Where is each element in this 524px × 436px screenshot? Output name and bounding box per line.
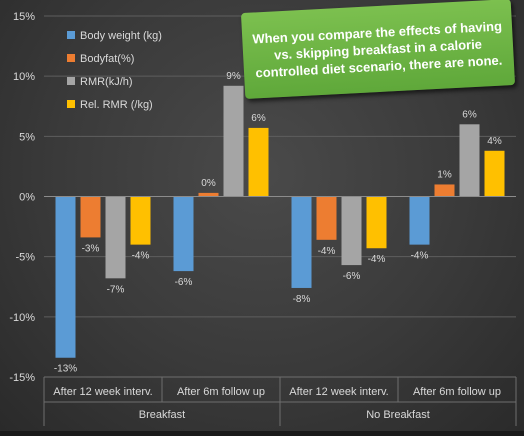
- legend-label: Bodyfat(%): [80, 53, 134, 65]
- group-label: No Breakfast: [366, 409, 430, 421]
- data-label: -3%: [82, 243, 100, 254]
- bar: [409, 196, 430, 245]
- bar: [459, 124, 480, 197]
- bar: [291, 196, 312, 288]
- x-tick-label: After 12 week interv.: [53, 386, 152, 398]
- data-label: -4%: [368, 254, 386, 265]
- bar: [248, 127, 269, 197]
- y-tick-label: -10%: [9, 312, 35, 324]
- callout-box: When you compare the effects of having v…: [240, 0, 516, 100]
- bar: [434, 184, 455, 197]
- bar: [341, 196, 362, 266]
- bar: [130, 196, 151, 245]
- data-label: 6%: [251, 113, 266, 124]
- bar: [105, 196, 126, 279]
- bar: [198, 192, 219, 197]
- legend-swatch: [67, 77, 75, 85]
- bar: [316, 196, 337, 240]
- legend-swatch: [67, 54, 75, 62]
- data-label: -6%: [175, 277, 193, 288]
- bar: [173, 196, 194, 272]
- data-label: -4%: [411, 251, 429, 262]
- data-label: -13%: [54, 364, 77, 375]
- x-tick-label: After 6m follow up: [413, 386, 501, 398]
- bar: [80, 196, 101, 238]
- group-label: Breakfast: [139, 409, 185, 421]
- callout-text: When you compare the effects of having v…: [251, 17, 503, 80]
- data-label: 1%: [437, 169, 452, 180]
- x-tick-label: After 6m follow up: [177, 386, 265, 398]
- legend-swatch: [67, 100, 75, 108]
- data-label: -8%: [293, 294, 311, 305]
- bar: [55, 196, 76, 358]
- data-label: 6%: [462, 109, 477, 120]
- legend-label: Body weight (kg): [80, 30, 162, 42]
- y-tick-label: 5%: [19, 131, 35, 143]
- data-label: 0%: [201, 178, 216, 189]
- bar: [366, 196, 387, 249]
- y-tick-label: -5%: [15, 252, 35, 264]
- data-label: -7%: [107, 284, 125, 295]
- legend-label: Rel. RMR (/kg): [80, 99, 153, 111]
- legend-swatch: [67, 31, 75, 39]
- data-label: -4%: [318, 246, 336, 257]
- data-label: 9%: [226, 71, 241, 82]
- y-tick-label: 15%: [13, 11, 35, 23]
- bar: [484, 150, 505, 197]
- data-label: -4%: [132, 251, 150, 262]
- y-tick-label: 0%: [19, 192, 35, 204]
- data-label: 4%: [487, 136, 502, 147]
- bar: [223, 85, 244, 197]
- y-tick-label: 10%: [13, 71, 35, 83]
- data-label: -6%: [343, 271, 361, 282]
- y-tick-label: -15%: [9, 372, 35, 384]
- x-tick-label: After 12 week interv.: [289, 386, 388, 398]
- legend-label: RMR(kJ/h): [80, 76, 133, 88]
